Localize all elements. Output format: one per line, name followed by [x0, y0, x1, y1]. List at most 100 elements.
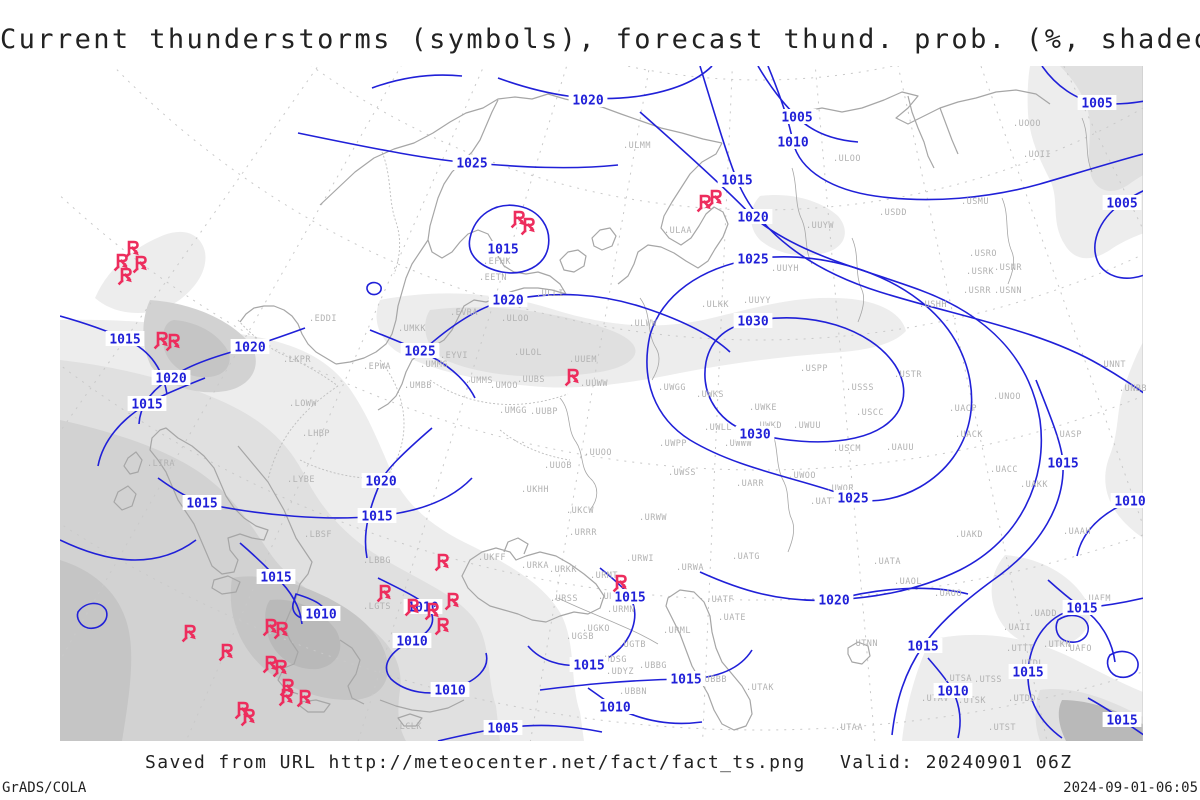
isobar-label-box — [105, 331, 145, 346]
station-label: .UACK — [955, 430, 983, 440]
isobar-label: 1015 — [1066, 602, 1097, 617]
graticule-meridian — [60, 66, 319, 433]
station-label: .EYVI — [440, 351, 468, 361]
station-label: .UAFO — [1064, 644, 1092, 654]
river-line — [1081, 117, 1093, 173]
isobar-path — [427, 293, 731, 353]
station-label: .UWKE — [749, 403, 777, 413]
isobar-label: 1005 — [1081, 97, 1112, 112]
station-label: .URMT — [590, 571, 618, 581]
isobar-label-box — [595, 699, 635, 714]
station-label: .UACC — [990, 465, 1018, 475]
station-label: .EVRA — [450, 308, 478, 318]
station-label: .ULMM — [623, 141, 651, 151]
isobar-label-box — [1043, 455, 1083, 470]
isobar-path — [891, 379, 1064, 736]
station-label: .UTAK — [746, 683, 774, 693]
station-label: .UAII — [1003, 623, 1031, 633]
station-label: .UUWW — [580, 379, 608, 389]
station-label: .UGTB — [618, 640, 646, 650]
station-label: .ULAA — [664, 226, 692, 236]
coastline — [113, 485, 137, 511]
station-label: .EETN — [479, 273, 507, 283]
station-label: .UWWW — [724, 439, 752, 449]
station-label: .UTAA — [835, 723, 863, 733]
isobar-label-box — [1008, 664, 1048, 679]
isobar-label-box — [361, 473, 401, 488]
station-label: .EDDI — [309, 314, 337, 324]
station-label: .UAUU — [886, 443, 914, 453]
river-line — [557, 597, 659, 645]
station-label: .UDYZ — [606, 667, 634, 677]
thunderstorm-symbol — [613, 574, 629, 592]
coastline — [237, 445, 313, 695]
river-line — [791, 167, 813, 265]
coastline — [847, 641, 871, 665]
station-label: .UAAH — [1063, 527, 1091, 537]
station-label: .USTR — [894, 370, 922, 380]
station-label: .USHH — [919, 300, 947, 310]
isobar-label-box — [569, 657, 609, 672]
station-label: .USDD — [879, 208, 907, 218]
isobar-label-box — [256, 569, 296, 584]
isobar-path — [646, 256, 973, 502]
isobar-path — [1055, 614, 1089, 643]
isobar-label-box — [452, 155, 492, 170]
station-label: .LOWW — [289, 399, 317, 409]
shaded-prob-region — [751, 194, 845, 256]
isobar-label: 1015 — [260, 571, 291, 586]
station-label: .USRR — [963, 286, 991, 296]
station-label: .ULOO — [501, 314, 529, 324]
isobar-label-box — [357, 508, 397, 523]
isobar-label-box — [230, 339, 270, 354]
station-label: .LYBE — [287, 475, 315, 485]
isobar-label: 1030 — [737, 315, 768, 330]
shaded-prob-region — [425, 307, 636, 377]
isobar-path — [1094, 190, 1143, 279]
station-label: .ULWW — [629, 319, 657, 329]
isobar-label: 1020 — [737, 211, 768, 226]
station-label: .UMMS — [465, 376, 493, 386]
isobar-label: 1020 — [234, 341, 265, 356]
isobar-label: 1025 — [737, 253, 768, 268]
station-label: .LBSF — [304, 530, 332, 540]
isobar-label-box — [833, 490, 873, 505]
isobar-label-box — [301, 606, 341, 621]
station-label: .UWUU — [793, 421, 821, 431]
station-label: .URRR — [569, 528, 597, 538]
station-label: .UNNT — [1098, 360, 1126, 370]
river-line — [1001, 197, 1015, 285]
isobar-label: 1015 — [487, 243, 518, 258]
station-label: .UUYY — [743, 296, 771, 306]
coastline — [559, 249, 587, 273]
station-label: .UACP — [949, 404, 977, 414]
isobar-label-box — [1110, 493, 1150, 508]
isobar-label-box — [151, 370, 191, 385]
station-label: .LGTS — [363, 602, 391, 612]
station-label: .LCLK — [394, 722, 422, 732]
country-border — [299, 459, 365, 479]
coastline — [503, 537, 529, 555]
station-label: .UKFF — [478, 553, 506, 563]
station-label: .UAOL — [894, 577, 922, 587]
isobar-path — [699, 66, 1143, 394]
coastline — [123, 451, 143, 475]
station-label: .ULKK — [701, 300, 729, 310]
isobar-label-box — [610, 589, 650, 604]
isobar-label: 1010 — [599, 701, 630, 716]
station-label: .UWOR — [826, 484, 854, 494]
isobar-path — [366, 281, 382, 296]
isobar-label: 1010 — [777, 136, 808, 151]
isobar-label-box — [717, 172, 757, 187]
station-label: .URSS — [550, 594, 578, 604]
shaded-prob-region — [1105, 342, 1143, 538]
isobar-label-box — [733, 251, 773, 266]
isobar-label-box — [777, 109, 817, 124]
station-label: .EPWA — [363, 362, 391, 372]
isobar-label-box — [488, 292, 528, 307]
country-border — [379, 359, 405, 483]
station-label: .UWSS — [668, 468, 696, 478]
station-label: .ULOO — [833, 154, 861, 164]
isobar-label: 1015 — [721, 174, 752, 189]
station-label: .UADD — [1029, 609, 1057, 619]
